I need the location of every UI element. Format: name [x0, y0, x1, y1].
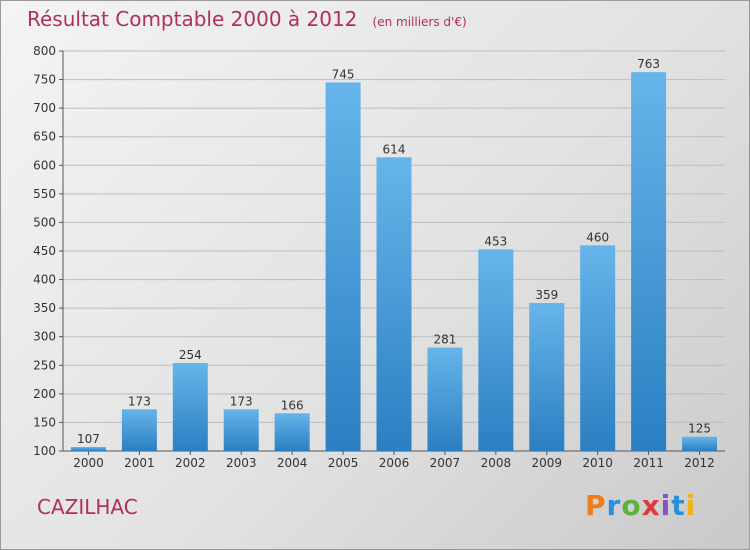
- bar-2001: [121, 409, 157, 451]
- x-tick-label-2003: 2003: [226, 456, 257, 470]
- commune-name: CAZILHAC: [37, 495, 138, 519]
- bar-2008: [478, 249, 514, 451]
- y-tick-label-250: 250: [33, 358, 56, 372]
- logo-letter: i: [685, 489, 697, 522]
- x-tick-label-2007: 2007: [430, 456, 461, 470]
- data-label-2006: 614: [383, 142, 406, 156]
- data-label-2005: 745: [332, 67, 355, 81]
- y-tick-label-300: 300: [33, 330, 56, 344]
- x-tick-label-2011: 2011: [633, 456, 664, 470]
- data-label-2012: 125: [688, 422, 711, 436]
- y-tick-label-200: 200: [33, 387, 56, 401]
- x-tick-label-2008: 2008: [481, 456, 512, 470]
- data-labels: 107 173 254 173 166 745 614 281 453 359 460 763 125: [77, 57, 711, 446]
- x-tick-label-2001: 2001: [124, 456, 155, 470]
- data-label-2009: 359: [535, 288, 558, 302]
- y-tick-label-700: 700: [33, 101, 56, 115]
- y-tick-label-750: 750: [33, 73, 56, 87]
- logo-letter: o: [621, 489, 642, 522]
- y-tick-label-800: 800: [33, 44, 56, 58]
- bar-2000: [70, 447, 106, 451]
- data-label-2003: 173: [230, 394, 253, 408]
- bar-2010: [580, 245, 616, 451]
- y-tick-label-350: 350: [33, 301, 56, 315]
- y-tick-label-400: 400: [33, 273, 56, 287]
- bar-2005: [325, 82, 361, 451]
- title-line: Résultat Comptable 2000 à 2012 (en milli…: [27, 7, 467, 31]
- x-tick-label-2005: 2005: [328, 456, 359, 470]
- bar-2011: [631, 72, 667, 452]
- data-label-2001: 173: [128, 394, 151, 408]
- y-tick-label-600: 600: [33, 158, 56, 172]
- y-tick-label-450: 450: [33, 244, 56, 258]
- data-label-2000: 107: [77, 432, 100, 446]
- bar-2006: [376, 157, 412, 452]
- x-tick-label-2012: 2012: [684, 456, 715, 470]
- logo-letter: r: [606, 489, 622, 522]
- x-tick-label-2010: 2010: [582, 456, 613, 470]
- data-label-2002: 254: [179, 348, 202, 362]
- y-tick-label-500: 500: [33, 215, 56, 229]
- data-label-2008: 453: [484, 234, 507, 248]
- logo-letter: x: [641, 489, 661, 522]
- bar-2009: [529, 303, 565, 451]
- axes: 100 150 200 250 300 350 400 450 500 550 600 650 700 7…: [33, 44, 725, 470]
- logo-letter: t: [671, 489, 686, 522]
- bar-2012: [682, 436, 718, 451]
- bars: [70, 72, 718, 452]
- chart-title: Résultat Comptable 2000 à 2012: [27, 7, 358, 31]
- logo-letter: P: [585, 489, 607, 522]
- bar-2004: [274, 413, 310, 451]
- proxiti-logo[interactable]: Proxiti: [585, 489, 696, 522]
- y-tick-label-550: 550: [33, 187, 56, 201]
- data-label-2011: 763: [637, 57, 660, 71]
- x-tick-label-2002: 2002: [175, 456, 206, 470]
- data-label-2010: 460: [586, 230, 609, 244]
- x-tick-label-2009: 2009: [531, 456, 562, 470]
- y-tick-label-100: 100: [33, 444, 56, 458]
- bar-2007: [427, 347, 463, 451]
- x-tick-label-2006: 2006: [379, 456, 410, 470]
- bar-2003: [223, 409, 259, 451]
- bar-2002: [172, 363, 208, 451]
- x-tick-label-2000: 2000: [73, 456, 104, 470]
- y-tick-label-650: 650: [33, 130, 56, 144]
- y-tick-label-150: 150: [33, 415, 56, 429]
- x-tick-label-2004: 2004: [277, 456, 308, 470]
- logo-letter: i: [660, 489, 672, 522]
- data-label-2004: 166: [281, 398, 304, 412]
- data-label-2007: 281: [433, 333, 456, 347]
- chart-subtitle: (en milliers d'€): [372, 15, 467, 29]
